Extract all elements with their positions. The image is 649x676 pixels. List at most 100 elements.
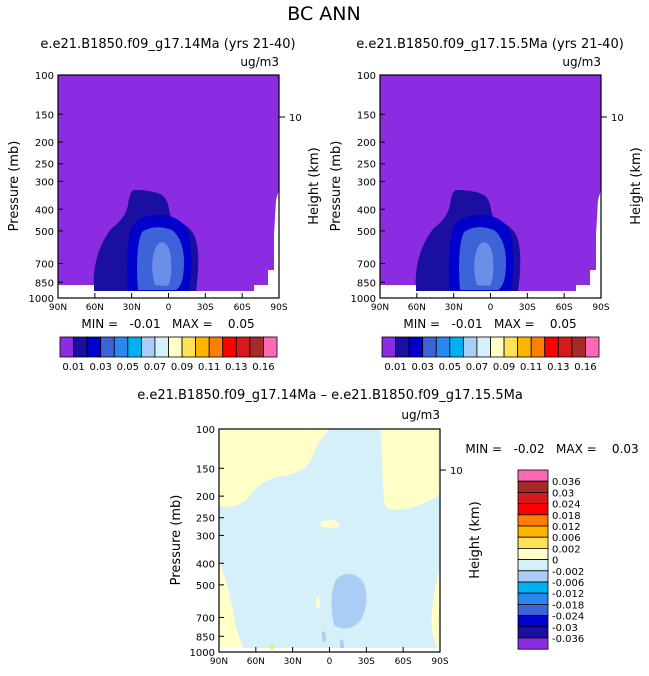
colorbar-diff-label-5: 0.006 bbox=[552, 533, 581, 544]
colorbar-panel-2-label-5: 0.11 bbox=[520, 362, 542, 373]
colorbar-panel-1-label-0: 0.01 bbox=[62, 362, 84, 373]
colorbar-panel-2-swatch-13 bbox=[557, 336, 573, 358]
panel-3-y-tick-label-7: 700 bbox=[196, 613, 215, 624]
page-title: BC ANN bbox=[287, 3, 360, 25]
panel-2-y-tick-label-9: 1000 bbox=[351, 294, 376, 305]
panel-1-y-tick-label-4: 300 bbox=[35, 177, 54, 188]
colorbar-panel-2-swatch-14 bbox=[571, 336, 586, 358]
panel-2-y-tick-label-6: 500 bbox=[357, 227, 376, 238]
panel-1-y-tick-label-7: 700 bbox=[35, 259, 54, 270]
colorbar-diff-label-11: -0.018 bbox=[552, 600, 584, 611]
panel-1-contour-level-4 bbox=[152, 242, 172, 286]
panel-3-x-tick-label-5: 60S bbox=[395, 657, 412, 667]
panel-3-contour-positive-north bbox=[219, 429, 330, 507]
colorbar-panel-2-swatch-2 bbox=[408, 336, 424, 358]
colorbar-panel-1-label-3: 0.07 bbox=[144, 362, 166, 373]
panel-1-y-tick-label-6: 500 bbox=[35, 227, 54, 238]
panel-1-x-tick-label-6: 90S bbox=[270, 303, 287, 313]
panel-1-y-tick-label-5: 400 bbox=[35, 205, 54, 216]
colorbar-diff-swatch-7 bbox=[517, 548, 549, 561]
panel-3-title: e.e21.B1850.f09_g17.14Ma – e.e21.B1850.f… bbox=[137, 388, 523, 403]
panel-2-ylabel-right: Height (km) bbox=[629, 147, 644, 224]
panel-3-y-tick-label-3: 250 bbox=[196, 514, 215, 525]
colorbar-panel-2-swatch-5 bbox=[449, 336, 464, 358]
colorbar-panel-1-swatch-10 bbox=[195, 336, 210, 358]
panel-2-y-tick-label-2: 200 bbox=[357, 138, 376, 149]
panel-1-x-ticks: 90N 60N 30N 0 30S 60S 90S bbox=[49, 293, 288, 313]
panel-3-x-tick-label-6: 90S bbox=[431, 657, 448, 667]
colorbar-diff-label-8: -0.002 bbox=[552, 567, 584, 578]
panel-1-height-tick-label: 10 bbox=[289, 113, 302, 124]
colorbar-panel-2-label-2: 0.05 bbox=[439, 362, 461, 373]
colorbar-panel-2-swatch-0 bbox=[381, 336, 396, 358]
colorbar-panel-2-swatch-1 bbox=[395, 336, 410, 358]
panel-3-plot-area bbox=[219, 429, 440, 652]
colorbar-diff-label-14: -0.036 bbox=[552, 634, 584, 645]
colorbar-panel-2-swatch-6 bbox=[462, 336, 478, 358]
colorbar-diff-label-2: 0.024 bbox=[552, 500, 581, 511]
panel-3-min-max: MIN = -0.02 MAX = 0.03 bbox=[465, 442, 638, 456]
panel-2: e.e21.B1850.f09_g17.15.5Ma (yrs 21-40) u… bbox=[329, 37, 644, 331]
panel-2-x-tick-label-1: 60N bbox=[408, 303, 426, 313]
colorbar-diff-swatch-11 bbox=[517, 592, 549, 605]
colorbar-diff-label-10: -0.012 bbox=[552, 589, 584, 600]
panel-1-y-tick-label-8: 850 bbox=[35, 278, 54, 289]
colorbar-panel-1-label-4: 0.09 bbox=[171, 362, 193, 373]
panel-2-title: e.e21.B1850.f09_g17.15.5Ma (yrs 21-40) bbox=[356, 37, 624, 52]
colorbar-panel-1-swatch-3 bbox=[100, 336, 115, 358]
colorbar-panel-1-swatch-12 bbox=[222, 336, 237, 358]
panel-2-x-ticks: 90N 60N 30N 0 30S 60S 90S bbox=[371, 293, 610, 313]
colorbar-panel-1-swatch-13 bbox=[235, 336, 251, 358]
panel-3-surface-speck bbox=[270, 646, 274, 649]
colorbar-diff-label-9: -0.006 bbox=[552, 578, 584, 589]
panel-1-plot-area bbox=[58, 75, 279, 298]
colorbar-panel-2-label-1: 0.03 bbox=[412, 362, 434, 373]
panel-2-x-tick-label-4: 30S bbox=[519, 303, 536, 313]
colorbar-panel-2-label-4: 0.09 bbox=[493, 362, 515, 373]
panel-1-y-tick-label-0: 100 bbox=[35, 71, 54, 82]
panel-3-x-tick-label-1: 60N bbox=[247, 657, 265, 667]
panel-2-height-tick-label: 10 bbox=[611, 113, 624, 124]
colorbar-panel-1-swatch-6 bbox=[140, 336, 156, 358]
panel-1-y-tick-label-3: 250 bbox=[35, 160, 54, 171]
panel-3-contour-negative-speck-a bbox=[322, 631, 326, 643]
colorbar-diff-label-7: 0 bbox=[552, 556, 558, 567]
panel-3-y-tick-label-0: 100 bbox=[196, 425, 215, 436]
colorbar-diff-swatch-0 bbox=[517, 469, 549, 482]
panel-2-y-tick-label-1: 150 bbox=[357, 110, 376, 121]
panel-3-ylabel-right: Height (km) bbox=[468, 501, 483, 578]
colorbar-panel-1-swatch-4 bbox=[113, 336, 129, 358]
colorbar-panel-1-swatch-8 bbox=[168, 336, 183, 358]
panel-2-y-tick-label-0: 100 bbox=[357, 71, 376, 82]
panel-3-y-tick-label-6: 500 bbox=[196, 581, 215, 592]
colorbar-panel-2-swatch-10 bbox=[517, 336, 532, 358]
colorbar-panel-2-swatch-4 bbox=[435, 336, 451, 358]
colorbar-diff-label-0: 0.036 bbox=[552, 477, 581, 488]
colorbar-diff-swatch-1 bbox=[517, 480, 549, 493]
panel-2-x-tick-label-2: 30N bbox=[445, 303, 463, 313]
colorbar-diff-label-3: 0.018 bbox=[552, 511, 581, 522]
panel-3-contour-negative-speck-b bbox=[340, 639, 344, 648]
colorbar-diff-swatch-8 bbox=[517, 559, 549, 572]
colorbar-diff-swatch-9 bbox=[517, 570, 549, 583]
colorbar-diff-label-1: 0.03 bbox=[552, 488, 574, 499]
colorbar-panel-1-swatch-9 bbox=[181, 336, 197, 358]
colorbar-panel-1-swatch-0 bbox=[59, 336, 74, 358]
colorbar-panel-2-swatch-11 bbox=[530, 336, 546, 358]
panel-1-x-tick-label-5: 60S bbox=[234, 303, 251, 313]
panel-3-x-tick-label-2: 30N bbox=[284, 657, 302, 667]
panel-3-y-tick-label-9: 1000 bbox=[190, 648, 215, 659]
panel-3-x-tick-label-0: 90N bbox=[210, 657, 228, 667]
panel-1-x-tick-label-1: 60N bbox=[86, 303, 104, 313]
panel-2-surface-mask-c bbox=[562, 75, 601, 298]
colorbar-diff-label-6: 0.002 bbox=[552, 544, 581, 555]
panel-2-units: ug/m3 bbox=[562, 55, 601, 69]
colorbar-panel-1-label-6: 0.13 bbox=[225, 362, 247, 373]
panel-1-x-tick-label-2: 30N bbox=[123, 303, 141, 313]
panel-2-y-tick-label-3: 250 bbox=[357, 160, 376, 171]
panel-3-contour-positive-south bbox=[380, 429, 440, 510]
colorbar-diff-swatch-5 bbox=[517, 525, 549, 538]
colorbar-panel-2-swatch-7 bbox=[476, 336, 491, 358]
panel-2-y-tick-label-4: 300 bbox=[357, 177, 376, 188]
